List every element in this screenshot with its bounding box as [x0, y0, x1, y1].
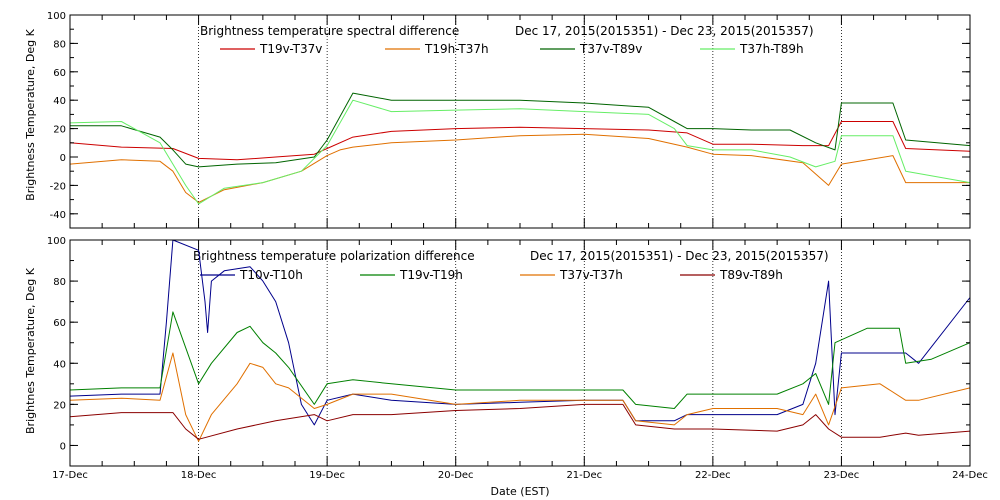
series-line-t19v-t19h: [69, 311, 971, 409]
y-tick-label: -40: [50, 210, 66, 221]
plot-frame: [69, 239, 971, 467]
legend-label: T19h-T37h: [424, 42, 489, 56]
x-axis-label: Date (EST): [490, 485, 549, 498]
panel-title: Brightness temperature polarization diff…: [193, 249, 475, 263]
series-line-t37v-t37h: [69, 352, 971, 442]
x-tick-label: 17-Dec: [52, 470, 88, 481]
x-tick-label: 21-Dec: [566, 470, 602, 481]
legend-label: T37h-T89h: [739, 42, 804, 56]
y-tick-label: 0: [60, 441, 66, 452]
legend-label: T89v-T89h: [719, 268, 783, 282]
series-line-t19h-t37h: [69, 133, 970, 203]
y-tick-label: -20: [50, 181, 66, 192]
y-tick-label: 60: [53, 318, 66, 329]
panel-date-range: Dec 17, 2015(2015351) - Dec 23, 2015(201…: [515, 24, 814, 38]
panel-title: Brightness temperature spectral differen…: [200, 24, 459, 38]
y-tick-label: 20: [53, 125, 66, 136]
y-tick-label: 80: [53, 277, 66, 288]
y-tick-label: 60: [53, 68, 66, 79]
legend-label: T19v-T19h: [399, 268, 463, 282]
x-tick-label: 24-Dec: [952, 470, 988, 481]
y-tick-label: 100: [47, 236, 66, 247]
spectral-difference-panel: Brightness temperature spectral differen…: [24, 11, 971, 229]
x-tick-label: 20-Dec: [438, 470, 474, 481]
y-tick-label: 0: [60, 153, 66, 164]
y-tick-label: 80: [53, 39, 66, 50]
legend-label: T19v-T37v: [259, 42, 322, 56]
polarization-difference-panel: Brightness temperature polarization diff…: [24, 236, 988, 498]
series-line-t37h-t89h: [69, 99, 971, 205]
y-tick-label: 40: [53, 96, 66, 107]
y-tick-label: 20: [53, 400, 66, 411]
legend-label: T37v-T37h: [559, 268, 623, 282]
legend-label: T37v-T89v: [579, 42, 642, 56]
y-axis-label: Brightnes Temperature, Deg K: [24, 267, 37, 434]
plot-frame: [69, 14, 971, 229]
legend-label: T10v-T10h: [239, 268, 303, 282]
x-tick-label: 22-Dec: [695, 470, 731, 481]
y-axis-label: Brightness Temperature, Deg K: [24, 28, 37, 200]
x-tick-label: 18-Dec: [181, 470, 217, 481]
y-tick-label: 40: [53, 359, 66, 370]
series-line-t19v-t37v: [69, 121, 971, 161]
series-line-t37v-t89v: [70, 92, 971, 168]
panel-date-range: Dec 17, 2015(2015351) - Dec 23, 2015(201…: [530, 249, 829, 263]
series-line-t89v-t89h: [69, 403, 971, 440]
y-tick-label: 100: [47, 11, 66, 22]
x-tick-label: 19-Dec: [309, 470, 345, 481]
series-line-t10v-t10h: [69, 239, 971, 426]
x-tick-label: 23-Dec: [824, 470, 860, 481]
